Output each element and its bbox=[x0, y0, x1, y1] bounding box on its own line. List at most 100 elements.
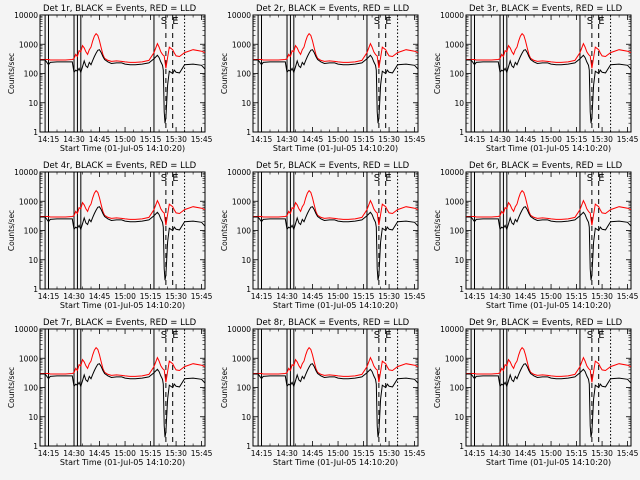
x-tick-label: 15:15 bbox=[353, 449, 375, 458]
y-tick-label: 10000 bbox=[440, 11, 464, 20]
y-axis-label: Counts/sec bbox=[7, 53, 16, 94]
s-marker-label: S bbox=[374, 173, 380, 184]
chart-title: Det 3r, BLACK = Events, RED = LLD bbox=[469, 4, 623, 14]
y-tick-label: 1 bbox=[246, 442, 251, 451]
y-tick-label: 10 bbox=[454, 413, 464, 422]
y-tick-label: 1000 bbox=[232, 197, 251, 206]
e-marker-label: E bbox=[385, 16, 391, 27]
chart-panel-9: Det 9r, BLACK = Events, RED = LLD 1 10 100 1… bbox=[433, 318, 639, 467]
y-tick-label: 1000 bbox=[19, 354, 38, 363]
y-tick-label: 10000 bbox=[14, 11, 38, 20]
plot-frame bbox=[465, 14, 632, 133]
plot-frame bbox=[39, 328, 206, 447]
chart-title: Det 5r, BLACK = Events, RED = LLD bbox=[256, 161, 410, 171]
x-tick-label: 14:45 bbox=[515, 292, 537, 301]
y-tick-label: 1000 bbox=[445, 40, 464, 49]
chart-title: Det 6r, BLACK = Events, RED = LLD bbox=[469, 161, 623, 171]
series-line-lld bbox=[466, 32, 631, 69]
plot-frame bbox=[465, 328, 632, 447]
x-tick-label: 14:45 bbox=[89, 449, 111, 458]
s-marker-label: S bbox=[587, 16, 593, 27]
x-tick-label: 14:30 bbox=[276, 135, 298, 144]
y-axis-label: Counts/sec bbox=[220, 53, 229, 94]
s-marker-label: S bbox=[161, 173, 167, 184]
x-tick-label: 14:45 bbox=[515, 449, 537, 458]
series-line-events bbox=[466, 363, 631, 438]
y-tick-label: 10000 bbox=[227, 11, 251, 20]
y-axis-label: Counts/sec bbox=[433, 367, 442, 408]
x-tick-label: 15:15 bbox=[353, 135, 375, 144]
x-tick-label: 14:30 bbox=[276, 449, 298, 458]
x-tick-label: 14:30 bbox=[63, 292, 85, 301]
chart-title: Det 7r, BLACK = Events, RED = LLD bbox=[43, 318, 197, 328]
y-tick-label: 1000 bbox=[232, 40, 251, 49]
x-tick-label: 14:15 bbox=[464, 135, 486, 144]
x-tick-label: 15:45 bbox=[617, 292, 639, 301]
e-marker-label: E bbox=[598, 16, 604, 27]
y-tick-label: 1000 bbox=[232, 354, 251, 363]
s-marker-label: S bbox=[587, 330, 593, 341]
x-axis-label: Start Time (01-Jul-05 14:10:20) bbox=[486, 301, 611, 310]
chart-panel-2: Det 2r, BLACK = Events, RED = LLD 1 10 100 1… bbox=[220, 4, 426, 153]
series-line-events bbox=[40, 206, 205, 281]
y-tick-label: 1 bbox=[33, 128, 38, 137]
y-tick-label: 1 bbox=[246, 128, 251, 137]
x-tick-label: 15:30 bbox=[591, 449, 613, 458]
x-tick-label: 15:00 bbox=[114, 449, 136, 458]
x-tick-label: 15:15 bbox=[353, 292, 375, 301]
plot-frame bbox=[465, 171, 632, 290]
x-tick-label: 15:00 bbox=[327, 449, 349, 458]
x-tick-label: 14:45 bbox=[89, 292, 111, 301]
x-tick-label: 14:15 bbox=[464, 292, 486, 301]
y-tick-label: 1 bbox=[459, 128, 464, 137]
s-marker-label: S bbox=[587, 173, 593, 184]
chart-panel-7: Det 7r, BLACK = Events, RED = LLD 1 10 100 1… bbox=[7, 318, 213, 467]
series-line-lld bbox=[40, 32, 205, 69]
e-marker-label: E bbox=[172, 330, 178, 341]
s-marker-label: S bbox=[374, 16, 380, 27]
y-tick-label: 10000 bbox=[227, 325, 251, 334]
y-tick-label: 100 bbox=[450, 227, 465, 236]
y-tick-label: 10000 bbox=[14, 325, 38, 334]
x-tick-label: 15:15 bbox=[140, 292, 162, 301]
y-tick-label: 100 bbox=[237, 70, 252, 79]
y-axis-label: Counts/sec bbox=[433, 210, 442, 251]
chart-panel-1: Det 1r, BLACK = Events, RED = LLD 1 10 100 1… bbox=[7, 4, 213, 153]
x-tick-label: 14:30 bbox=[489, 292, 511, 301]
x-tick-label: 15:30 bbox=[591, 135, 613, 144]
chart-panel-6: Det 6r, BLACK = Events, RED = LLD 1 10 100 1… bbox=[433, 161, 639, 310]
x-axis-label: Start Time (01-Jul-05 14:10:20) bbox=[486, 458, 611, 467]
y-tick-label: 100 bbox=[24, 227, 39, 236]
x-tick-label: 15:00 bbox=[540, 449, 562, 458]
y-tick-label: 10 bbox=[454, 256, 464, 265]
y-tick-label: 100 bbox=[237, 227, 252, 236]
y-tick-label: 1 bbox=[459, 285, 464, 294]
x-tick-label: 15:45 bbox=[191, 292, 213, 301]
x-tick-label: 14:30 bbox=[489, 135, 511, 144]
series-line-events bbox=[253, 363, 418, 438]
y-axis-label: Counts/sec bbox=[433, 53, 442, 94]
x-tick-label: 15:45 bbox=[404, 449, 426, 458]
x-tick-label: 15:00 bbox=[327, 292, 349, 301]
x-tick-label: 15:45 bbox=[404, 292, 426, 301]
x-tick-label: 15:30 bbox=[165, 449, 187, 458]
plot-frame bbox=[252, 171, 419, 290]
y-tick-label: 1 bbox=[459, 442, 464, 451]
plot-frame bbox=[39, 14, 206, 133]
x-tick-label: 14:45 bbox=[302, 449, 324, 458]
x-tick-label: 14:30 bbox=[63, 449, 85, 458]
y-tick-label: 10 bbox=[454, 99, 464, 108]
series-line-events bbox=[253, 49, 418, 124]
y-tick-label: 10000 bbox=[14, 168, 38, 177]
x-tick-label: 14:15 bbox=[251, 292, 273, 301]
y-tick-label: 10 bbox=[241, 413, 251, 422]
x-axis-label: Start Time (01-Jul-05 14:10:20) bbox=[273, 144, 398, 153]
series-line-events bbox=[40, 363, 205, 438]
s-marker-label: S bbox=[161, 330, 167, 341]
series-line-events bbox=[466, 49, 631, 124]
x-tick-label: 15:30 bbox=[378, 449, 400, 458]
x-axis-label: Start Time (01-Jul-05 14:10:20) bbox=[60, 458, 185, 467]
x-tick-label: 14:45 bbox=[302, 292, 324, 301]
x-tick-label: 15:15 bbox=[140, 449, 162, 458]
y-tick-label: 10 bbox=[241, 256, 251, 265]
